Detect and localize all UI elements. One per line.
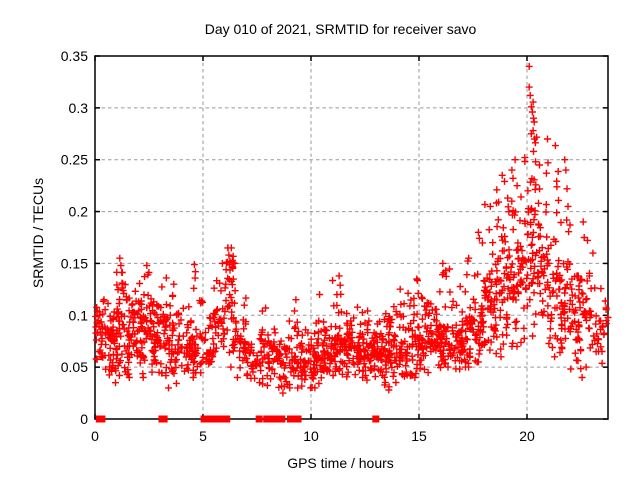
plot-border — [94, 55, 609, 420]
x-tick-label: 5 — [199, 428, 207, 444]
y-tick-label: 0.05 — [61, 359, 88, 375]
y-tick-label: 0.15 — [61, 255, 88, 271]
x-tick-label: 20 — [519, 428, 535, 444]
scatter-points — [92, 62, 612, 397]
y-tick-label: 0.1 — [69, 307, 89, 323]
x-tick-label: 0 — [91, 428, 99, 444]
x-tick-label: 10 — [303, 428, 319, 444]
zero-flag-markers — [95, 415, 380, 423]
y-tick-label: 0.3 — [69, 100, 89, 116]
x-axis-label: GPS time / hours — [287, 455, 394, 471]
y-tick-label: 0.2 — [69, 204, 89, 220]
chart-title: Day 010 of 2021, SRMTID for receiver sav… — [204, 21, 477, 37]
y-tick-label: 0.35 — [61, 48, 88, 64]
x-tick-label: 15 — [411, 428, 427, 444]
y-tick-label: 0 — [80, 411, 88, 427]
y-tick-label: 0.25 — [61, 152, 88, 168]
